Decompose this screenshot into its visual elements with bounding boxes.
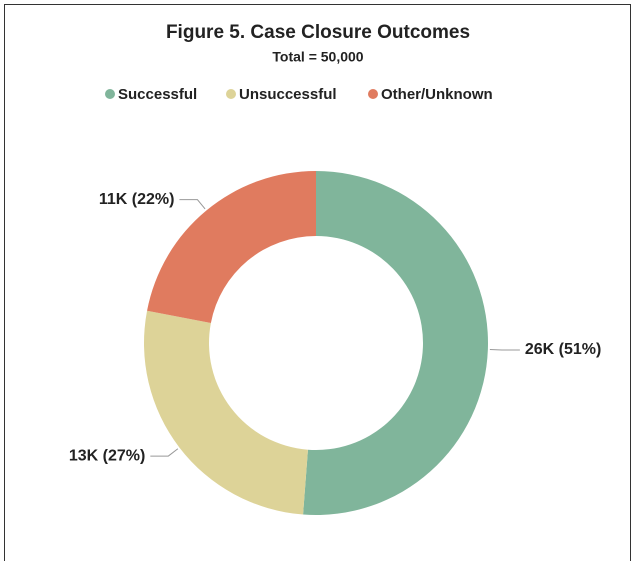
data-label: 26K (51%): [525, 341, 601, 358]
chart-title: Figure 5. Case Closure Outcomes: [166, 22, 470, 43]
legend-label: Other/Unknown: [381, 86, 493, 103]
data-label: 11K (22%): [99, 191, 175, 208]
legend-label: Unsuccessful: [239, 86, 337, 103]
legend-marker: [226, 89, 236, 99]
leader-line: [179, 199, 206, 210]
legend-label: Successful: [118, 86, 197, 103]
chart-subtitle: Total = 50,000: [272, 49, 363, 65]
donut-slice: [303, 171, 488, 515]
leader-line: [150, 448, 179, 457]
legend-marker: [105, 89, 115, 99]
legend-marker: [368, 89, 378, 99]
data-label: 13K (27%): [69, 447, 145, 464]
donut-slice: [143, 310, 308, 515]
donut-slice: [147, 171, 316, 323]
